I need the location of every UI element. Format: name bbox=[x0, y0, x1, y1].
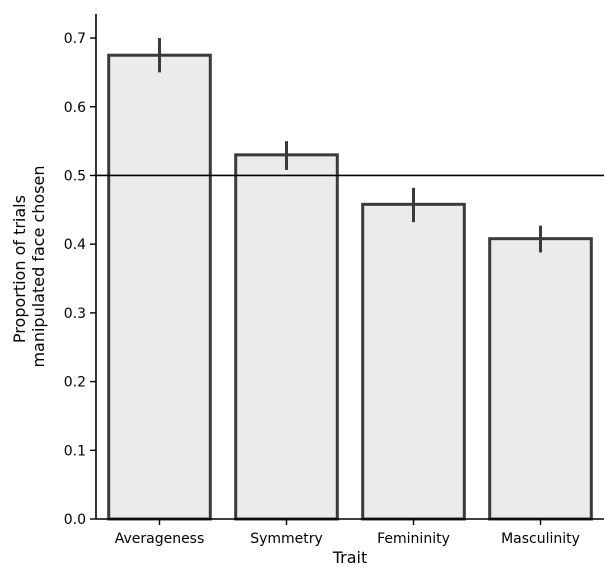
x-tick-label: Femininity bbox=[377, 531, 450, 547]
y-tick-label: 0.3 bbox=[64, 306, 86, 322]
bar bbox=[488, 237, 593, 521]
bar bbox=[234, 153, 339, 521]
y-tick-label: 0.2 bbox=[64, 375, 86, 391]
bars bbox=[107, 53, 593, 521]
y-tick-label: 0.6 bbox=[64, 100, 86, 116]
y-tick-label: 0.5 bbox=[64, 168, 86, 184]
y-axis-title-line-2: manipulated face chosen bbox=[29, 165, 48, 367]
y-axis-title-line-1: Proportion of trials bbox=[10, 195, 29, 343]
y-axis-title: Proportion of trials manipulated face ch… bbox=[10, 165, 48, 367]
x-tick-label: Masculinity bbox=[501, 531, 580, 547]
x-axis-title: Trait bbox=[332, 548, 368, 567]
x-tick-label: Averageness bbox=[115, 531, 205, 547]
y-tick-label: 0.7 bbox=[64, 31, 86, 47]
y-axis-ticks: 0.0 0.1 0.2 0.3 0.4 0.5 0.6 0.7 bbox=[64, 31, 96, 528]
y-tick-label: 0.4 bbox=[64, 237, 86, 253]
bar bbox=[107, 53, 212, 521]
y-tick-label: 0.1 bbox=[64, 443, 86, 459]
y-tick-label: 0.0 bbox=[64, 512, 86, 528]
error-bars bbox=[158, 38, 542, 253]
x-axis-ticks: Averageness Symmetry Femininity Masculinity bbox=[115, 519, 580, 547]
x-tick-label: Symmetry bbox=[250, 531, 323, 547]
bar bbox=[361, 202, 466, 521]
